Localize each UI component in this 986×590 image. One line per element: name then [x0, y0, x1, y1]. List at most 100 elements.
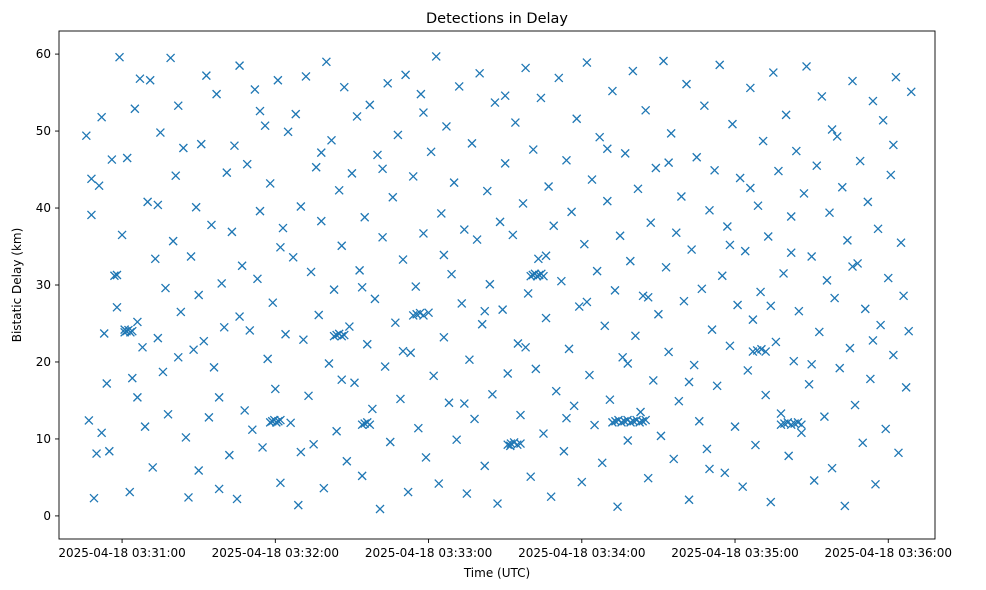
data-point	[679, 296, 689, 306]
data-point	[214, 484, 224, 494]
data-point	[740, 246, 750, 256]
data-point	[245, 325, 255, 335]
data-point	[876, 320, 886, 330]
data-point	[605, 395, 615, 405]
data-point	[835, 363, 845, 373]
data-point	[613, 502, 623, 512]
data-point	[735, 173, 745, 183]
data-point	[470, 414, 479, 424]
data-point	[286, 418, 296, 428]
data-point	[166, 53, 176, 63]
data-point	[97, 112, 107, 122]
data-point	[674, 396, 684, 406]
data-point	[393, 130, 403, 140]
data-point	[539, 429, 548, 439]
x-axis-title: Time (UTC)	[463, 566, 530, 580]
data-point	[199, 336, 209, 346]
data-point	[607, 417, 617, 427]
data-point	[643, 473, 653, 483]
data-point	[388, 192, 398, 202]
data-point	[531, 364, 541, 374]
data-point	[396, 394, 405, 404]
data-point	[329, 285, 339, 295]
data-point	[906, 87, 916, 97]
data-point	[429, 371, 439, 381]
data-point	[127, 326, 137, 336]
y-tick-label: 40	[36, 201, 51, 215]
data-point	[240, 406, 250, 415]
data-point	[296, 447, 306, 457]
data-point	[883, 273, 893, 283]
data-point	[809, 476, 819, 485]
data-point	[899, 291, 909, 301]
data-point	[521, 342, 531, 352]
data-point	[268, 298, 278, 308]
data-point	[189, 345, 199, 355]
data-point	[398, 346, 408, 356]
x-tick-label: 2025-04-18 03:32:00	[212, 546, 339, 560]
data-point	[807, 359, 817, 369]
data-point	[347, 168, 357, 178]
data-point	[99, 329, 109, 338]
data-point	[567, 207, 577, 217]
data-point	[424, 308, 434, 318]
data-point	[293, 500, 303, 510]
data-point	[633, 184, 643, 194]
data-point	[728, 119, 737, 129]
data-point	[743, 365, 753, 375]
data-point	[684, 495, 694, 505]
data-point	[444, 398, 454, 408]
data-point	[209, 362, 219, 372]
data-point	[181, 432, 191, 442]
data-point	[161, 283, 170, 293]
data-point	[865, 374, 875, 384]
data-point	[408, 172, 418, 181]
data-point	[842, 235, 852, 245]
data-point	[562, 155, 571, 165]
data-point	[107, 155, 117, 164]
data-point	[426, 147, 436, 157]
data-point	[275, 415, 285, 425]
data-point	[431, 51, 441, 61]
data-point	[868, 335, 878, 345]
data-point	[194, 466, 204, 475]
data-point	[86, 210, 96, 220]
data-point	[406, 348, 416, 358]
data-point	[138, 342, 147, 352]
data-point	[896, 238, 906, 248]
data-point	[868, 96, 878, 106]
data-point	[153, 333, 163, 343]
data-point	[291, 109, 301, 119]
data-point	[661, 262, 671, 272]
data-point	[337, 331, 347, 341]
data-point	[518, 198, 528, 208]
data-point	[636, 407, 645, 417]
data-point	[705, 205, 714, 215]
data-point	[503, 369, 513, 378]
data-point	[720, 468, 730, 478]
data-point	[390, 318, 400, 328]
data-point	[689, 360, 699, 370]
data-point	[311, 162, 321, 172]
data-point	[380, 362, 390, 372]
data-point	[541, 251, 551, 261]
data-point	[687, 245, 697, 255]
x-axis: 2025-04-18 03:31:00 2025-04-18 03:32:00 20…	[58, 539, 952, 560]
data-point	[789, 356, 799, 366]
data-point	[753, 201, 763, 211]
data-point	[153, 200, 163, 210]
data-point	[577, 477, 587, 487]
data-point	[81, 131, 91, 141]
data-point	[464, 355, 474, 365]
data-point	[327, 135, 336, 145]
data-point	[219, 322, 229, 332]
data-point	[812, 161, 822, 171]
data-point	[837, 182, 847, 192]
data-point	[702, 444, 712, 454]
data-point	[421, 452, 431, 462]
data-point	[304, 391, 313, 401]
data-point	[715, 60, 725, 70]
data-point	[398, 255, 408, 265]
data-point	[756, 344, 766, 354]
data-point	[196, 139, 206, 149]
